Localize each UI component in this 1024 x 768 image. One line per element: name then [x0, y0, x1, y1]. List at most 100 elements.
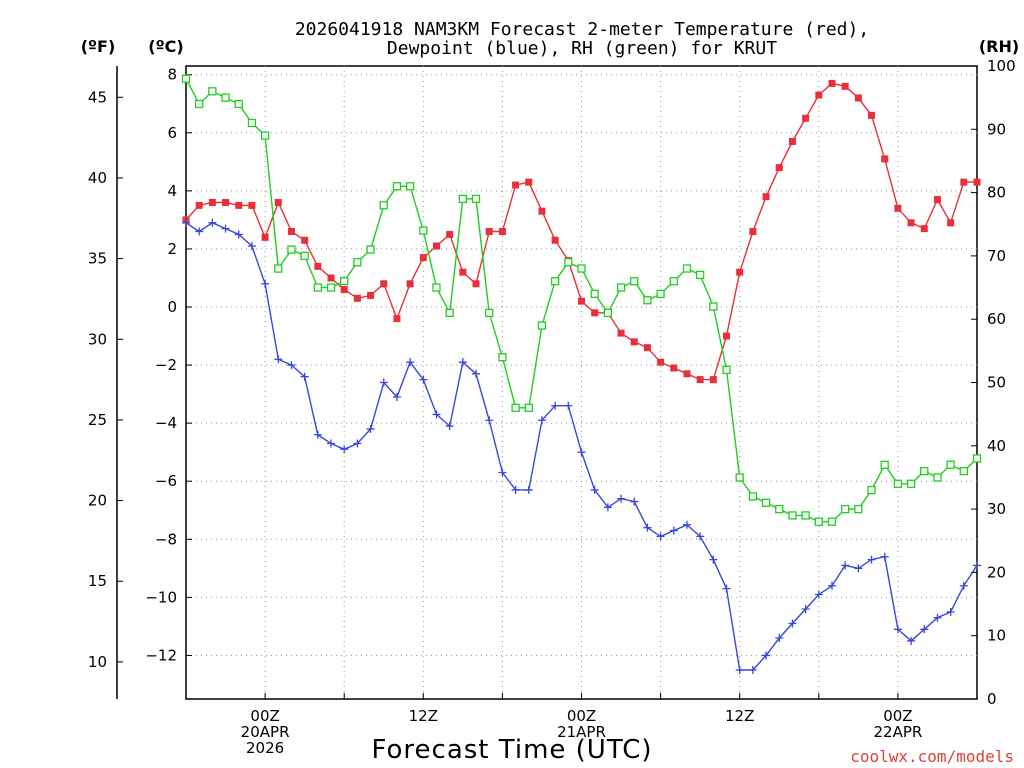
2-meter-temperature-point: [222, 198, 230, 206]
2-meter-temperature-point: [340, 286, 348, 294]
2-meter-temperature-point: [973, 178, 981, 186]
dewpoint-point: [432, 410, 441, 419]
fahrenheit-tick-label: 15: [88, 572, 107, 590]
rh-point: [946, 460, 955, 469]
rh-tick-label: 100: [987, 57, 1016, 75]
dewpoint-point: [406, 358, 415, 367]
dewpoint-point: [880, 552, 889, 561]
time-tick-label: 00Z: [250, 707, 279, 725]
dewpoint-point: [274, 355, 283, 364]
rh-point: [603, 308, 613, 318]
2-meter-temperature-point: [538, 207, 546, 215]
2-meter-temperature-point: [894, 204, 902, 212]
dewpoint-point: [643, 523, 652, 532]
2-meter-temperature-point: [749, 228, 757, 236]
2-meter-temperature-point: [327, 274, 335, 282]
2-meter-temperature-point: [208, 198, 216, 206]
2-meter-temperature-point: [815, 91, 823, 99]
2-meter-temperature-point: [551, 236, 559, 244]
2-meter-temperature-point: [419, 254, 427, 262]
2-meter-temperature-point: [498, 228, 506, 236]
rh-point: [550, 277, 560, 286]
dewpoint-point: [577, 448, 586, 457]
dewpoint-point: [893, 625, 902, 634]
rh-point: [485, 308, 494, 318]
rh-point: [445, 308, 454, 318]
rh-point: [616, 283, 626, 292]
2-meter-temperature-point: [841, 82, 849, 90]
fahrenheit-unit-label: (ºF): [81, 37, 116, 56]
celsius-tick-label: −4: [155, 414, 177, 432]
axes: 86420−2−4−6−8−10−12454035302520151010090…: [88, 57, 1016, 757]
2-meter-temperature-point: [657, 358, 665, 366]
dewpoint-point: [234, 230, 243, 239]
credit-link[interactable]: coolwx.com/models: [850, 747, 1014, 766]
2-meter-temperature-point: [446, 230, 454, 238]
dewpoint-point: [498, 468, 507, 477]
2-meter-temperature-point: [432, 242, 440, 250]
rh-point: [748, 492, 758, 501]
dewpoint-point: [261, 279, 270, 288]
2-meter-temperature-point: [723, 332, 731, 340]
rh-tick-label: 0: [987, 690, 997, 708]
rh-point: [682, 264, 692, 273]
dewpoint-point: [221, 224, 230, 233]
rh-point: [300, 251, 309, 261]
2-meter-temperature-point: [828, 79, 836, 87]
2-meter-temperature-point: [393, 315, 401, 323]
dewpoint-point: [300, 372, 309, 381]
dewpoint-point: [419, 375, 428, 384]
dewpoint-point: [366, 424, 375, 433]
rh-point: [854, 504, 863, 514]
dewpoint-point: [590, 485, 599, 494]
gridlines: [186, 66, 977, 699]
dewpoint-point: [327, 439, 336, 448]
time-tick-label: 20APR: [241, 723, 290, 741]
celsius-tick-label: −6: [155, 472, 177, 490]
celsius-tick-label: 6: [167, 124, 177, 142]
rh-point: [379, 201, 388, 210]
2-meter-temperature-point: [762, 193, 770, 201]
dewpoint-point: [946, 607, 955, 616]
2-meter-temperature-point: [947, 219, 955, 227]
time-tick-label: 00Z: [567, 707, 596, 725]
celsius-tick-label: 4: [167, 182, 177, 200]
2-meter-temperature-point: [472, 280, 480, 288]
dewpoint-point: [801, 604, 810, 613]
fahrenheit-tick-label: 10: [88, 653, 107, 671]
rh-point: [630, 277, 639, 286]
dewpoint-point: [287, 361, 296, 370]
dewpoint-point: [959, 581, 968, 590]
2-meter-temperature-point: [406, 280, 414, 288]
2-meter-temperature-point: [274, 198, 282, 206]
dewpoint-point: [973, 561, 981, 570]
rh-point: [392, 182, 402, 191]
2-meter-temperature-point: [920, 225, 928, 233]
dewpoint-point: [208, 218, 217, 227]
2-meter-temperature-point: [353, 294, 361, 302]
rh-point: [498, 353, 507, 362]
rh-point: [524, 403, 533, 412]
rh-tick-label: 90: [987, 120, 1006, 138]
dewpoint-point: [630, 497, 639, 506]
rh-point: [814, 517, 823, 526]
rh-point: [313, 283, 322, 292]
2-meter-temperature-point: [525, 178, 533, 186]
rh-point: [366, 245, 375, 254]
rh-point: [656, 289, 665, 299]
2-meter-temperature-point: [643, 344, 651, 352]
chart-title-line2: Dewpoint (blue), RH (green) for KRUT: [387, 38, 777, 59]
dewpoint-point: [788, 619, 797, 628]
time-tick-label: 00Z: [883, 707, 912, 725]
2-meter-temperature-point: [287, 228, 295, 236]
rh-point: [709, 302, 718, 311]
plot-frame: [185, 65, 978, 700]
2-meter-temperature-point: [314, 262, 322, 270]
rh-tick-label: 10: [987, 627, 1006, 645]
rh-point: [287, 245, 296, 254]
time-tick-label: 12Z: [409, 707, 438, 725]
rh-point: [419, 226, 428, 235]
celsius-tick-label: −12: [145, 646, 177, 664]
rh-point: [959, 466, 968, 476]
